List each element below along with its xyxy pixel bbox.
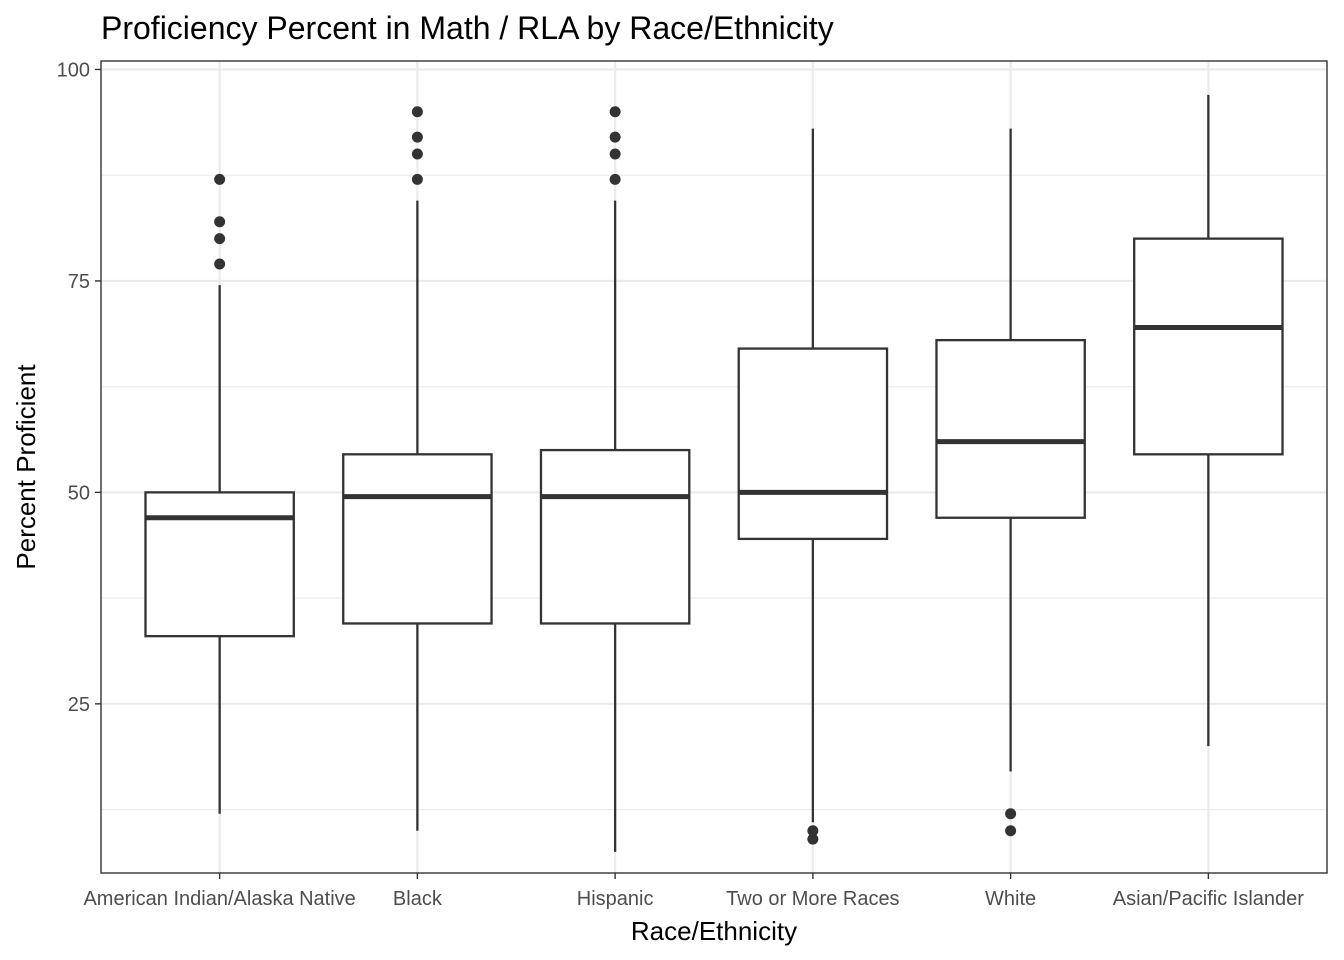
outlier-point <box>411 131 423 143</box>
x-axis: American Indian/Alaska Native Black Hispan… <box>83 873 1304 910</box>
boxes <box>144 94 1284 852</box>
outlier-point <box>609 148 621 160</box>
outlier-point <box>214 173 226 185</box>
x-tick-label: Two or More Races <box>726 888 899 910</box>
box <box>539 448 691 625</box>
x-tick-label: Asian/Pacific Islander <box>1113 888 1305 910</box>
box-group <box>342 106 493 831</box>
box-group <box>144 173 295 814</box>
box-group <box>935 128 1086 837</box>
outlier-point <box>609 173 621 185</box>
outlier-point <box>609 131 621 143</box>
outlier-point <box>411 173 423 185</box>
outlier-point <box>214 216 226 228</box>
box <box>342 453 493 625</box>
outlier-point <box>411 106 423 118</box>
outlier-point <box>1005 825 1017 837</box>
outlier-point <box>214 258 226 270</box>
y-axis: 25 50 75 100 <box>57 59 101 716</box>
box <box>144 491 295 638</box>
box-group <box>539 106 691 852</box>
box <box>935 338 1086 519</box>
x-axis-title: Race/Ethnicity <box>631 916 797 946</box>
y-tick-label: 50 <box>68 482 90 504</box>
x-tick-label: Black <box>393 888 443 910</box>
outlier-point <box>609 106 621 118</box>
y-tick-label: 25 <box>68 694 90 716</box>
outlier-point <box>1005 808 1017 820</box>
x-tick-label: White <box>985 888 1036 910</box>
outlier-point <box>214 233 226 245</box>
outlier-point <box>807 825 819 837</box>
y-axis-title: Percent Proficient <box>11 364 41 570</box>
x-tick-label: Hispanic <box>577 888 654 910</box>
outlier-point <box>807 833 819 845</box>
box-group <box>1133 94 1284 747</box>
x-tick-label: American Indian/Alaska Native <box>83 888 355 910</box>
panel-border <box>100 60 1328 874</box>
outlier-point <box>411 148 423 160</box>
box <box>737 347 889 541</box>
y-tick-label: 75 <box>68 271 90 293</box>
box <box>1133 237 1284 456</box>
box-group <box>737 128 889 845</box>
y-tick-label: 100 <box>57 59 90 81</box>
grid <box>101 61 1327 873</box>
chart-title: Proficiency Percent in Math / RLA by Rac… <box>101 10 834 46</box>
